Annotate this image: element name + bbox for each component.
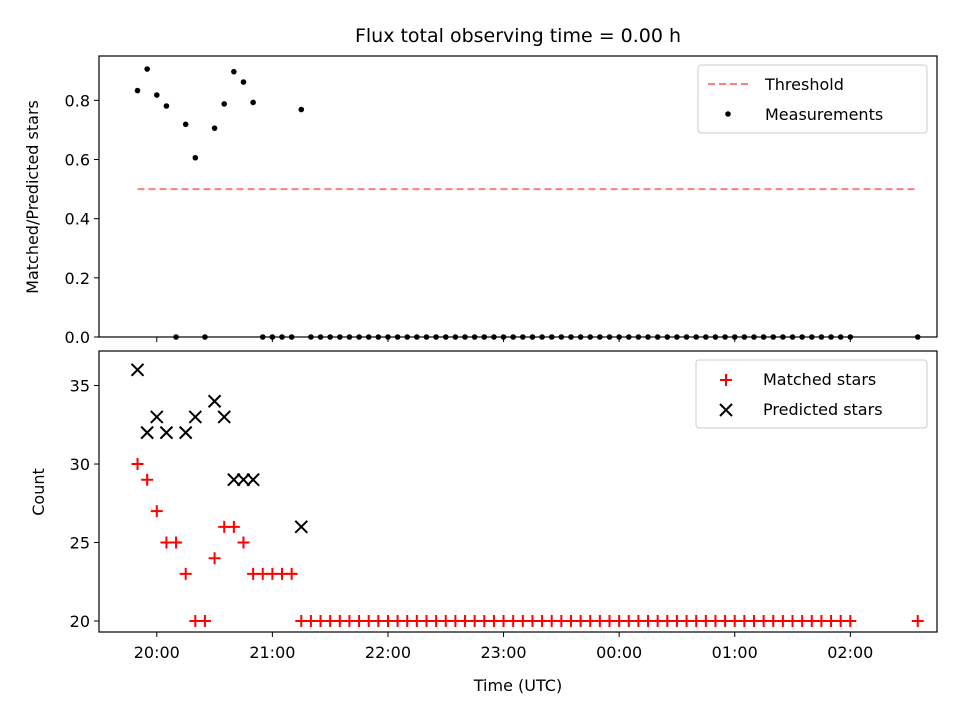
bottom-x-tick-label: 20:00 (134, 643, 180, 662)
predicted-star-point (159, 425, 174, 440)
measurement-point (298, 106, 305, 113)
top-y-axis: 0.0 0.2 0.4 0.6 0.8 (65, 91, 99, 347)
matched-star-point (208, 552, 221, 565)
matched-star-point (170, 536, 183, 549)
legend-matched-label: Matched stars (763, 370, 876, 389)
bottom-panel: 20 25 30 35 20:00 21:00 22:00 23:00 00:00 01:00 0… (29, 350, 938, 695)
matched-star-point (844, 615, 857, 628)
measurement-point (134, 87, 141, 94)
predicted-star-point (207, 394, 222, 408)
predicted-star-point (188, 410, 203, 424)
predicted-star-point (236, 473, 251, 487)
matched-star-point (179, 567, 192, 580)
matched-star-point (198, 615, 211, 628)
top-x-axis-ticks (156, 337, 851, 342)
measurement-point (153, 92, 160, 98)
top-y-tick-label: 0.8 (65, 91, 90, 110)
top-y-axis-label: Matched/Predicted stars (23, 100, 42, 294)
top-axes-frame (98, 55, 938, 338)
bottom-y-tick-label: 35 (70, 377, 90, 396)
bottom-legend: Matched stars Predicted stars (695, 359, 928, 429)
legend-predicted-label: Predicted stars (763, 400, 883, 419)
bottom-axes-frame (98, 350, 938, 633)
matched-star-point (141, 473, 154, 486)
top-legend-box (697, 64, 928, 134)
matched-star-point (285, 567, 298, 580)
bottom-y-axis-label: Count (29, 468, 48, 516)
measurement-point (144, 66, 150, 72)
measurement-point (221, 101, 228, 107)
bottom-y-tick-label: 30 (70, 455, 90, 474)
top-panel: 0.00.20.40.60.8 Matched/Predicted stars … (23, 55, 938, 347)
bottom-x-tick-label: 21:00 (249, 643, 295, 662)
bottom-y-tick-label: 25 (70, 534, 90, 553)
top-legend: Threshold Measurements (697, 64, 928, 134)
predicted-star-point (150, 410, 164, 424)
bottom-plot-area (130, 363, 924, 628)
legend-threshold-label: Threshold (764, 75, 844, 94)
predicted-star-point (227, 473, 241, 487)
x-axis-label: Time (UTC) (473, 676, 562, 695)
bottom-x-tick-label: 01:00 (712, 643, 758, 662)
bottom-legend-box (695, 359, 928, 429)
matched-star-point (911, 615, 924, 628)
top-y-tick-label: 0.6 (65, 151, 90, 170)
top-y-tick-label: 0.0 (65, 328, 90, 347)
predicted-star-point (140, 425, 154, 440)
bottom-x-tick-label: 00:00 (596, 643, 642, 662)
measurement-point (250, 99, 256, 106)
legend-matched-swatch (720, 374, 732, 386)
bottom-x-tick-label: 22:00 (365, 643, 411, 662)
bottom-x-tick-label: 23:00 (480, 643, 526, 662)
predicted-star-point (294, 520, 308, 534)
matched-star-point (237, 536, 250, 549)
matched-star-point (131, 458, 144, 471)
predicted-star-point (246, 473, 260, 487)
measurement-point (163, 103, 170, 109)
predicted-star-point (217, 410, 231, 424)
legend-measurements-swatch (725, 111, 731, 117)
measurement-point (182, 121, 189, 128)
measurement-point (211, 125, 218, 131)
matched-star-point (227, 520, 240, 533)
top-y-tick-label: 0.4 (65, 210, 90, 229)
legend-measurements-label: Measurements (765, 105, 883, 124)
bottom-y-tick-label: 20 (70, 612, 90, 631)
legend-predicted-swatch (719, 403, 733, 417)
bottom-x-axis: 20:00 21:00 22:00 23:00 00:00 01:00 02:00 (134, 632, 873, 662)
measurement-point (231, 68, 237, 75)
bottom-y-axis: 20 25 30 35 (70, 377, 99, 631)
bottom-x-tick-label: 02:00 (827, 643, 873, 662)
measurement-point (240, 79, 247, 85)
top-y-tick-label: 0.2 (65, 269, 90, 288)
measurement-point (192, 154, 199, 161)
matched-star-point (150, 505, 163, 518)
predicted-star-point (178, 425, 193, 440)
chart-title: Flux total observing time = 0.00 h (355, 25, 681, 47)
predicted-star-point (130, 363, 145, 377)
